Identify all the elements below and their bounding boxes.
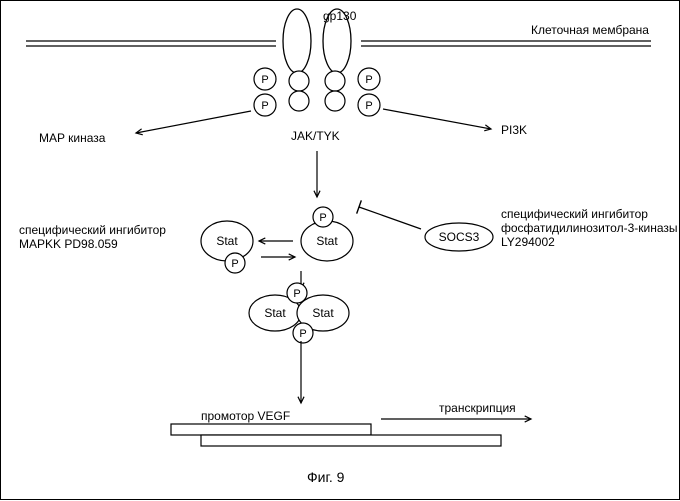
- pi3k-label: PI3K: [501, 123, 527, 137]
- mapkk-inhibitor-label: специфический ингибитор MAPKK PD98.059: [19, 223, 166, 251]
- vegf-promoter-label: промотор VEGF: [201, 409, 290, 423]
- svg-text:P: P: [293, 288, 300, 300]
- svg-text:P: P: [365, 100, 372, 112]
- svg-text:Stat: Stat: [216, 234, 238, 248]
- ly-inhibitor-label: специфический ингибитор фосфатидилинозит…: [501, 207, 678, 249]
- svg-text:P: P: [299, 328, 306, 340]
- transcription-label: транскрипция: [439, 401, 516, 415]
- ly-line2: фосфатидилинозитол-3-киназы: [501, 221, 678, 235]
- gp130-label: gp130: [323, 9, 356, 23]
- svg-text:Stat: Stat: [264, 306, 286, 320]
- diagram-svg: P P P P Stat P Stat P Stat Stat P P SOCS3: [1, 1, 680, 501]
- ly-line3: LY294002: [501, 235, 678, 249]
- svg-text:P: P: [231, 258, 238, 270]
- diagram-container: P P P P Stat P Stat P Stat Stat P P SOCS3 Клеточная …: [0, 0, 680, 500]
- ly-line1: специфический ингибитор: [501, 207, 678, 221]
- svg-text:SOCS3: SOCS3: [439, 230, 480, 244]
- membrane-label: Клеточная мембрана: [531, 23, 649, 37]
- svg-text:P: P: [261, 100, 268, 112]
- svg-text:P: P: [261, 74, 268, 86]
- mapkk-line1: специфический ингибитор: [19, 223, 166, 237]
- svg-text:Stat: Stat: [316, 234, 338, 248]
- svg-text:P: P: [365, 74, 372, 86]
- mapkk-line2: MAPKK PD98.059: [19, 237, 166, 251]
- map-kinase-label: MAP киназа: [39, 131, 105, 145]
- figure-label: Фиг. 9: [307, 469, 344, 485]
- svg-text:Stat: Stat: [312, 306, 334, 320]
- svg-text:P: P: [319, 212, 326, 224]
- jak-tyk-label: JAK/TYK: [291, 129, 340, 143]
